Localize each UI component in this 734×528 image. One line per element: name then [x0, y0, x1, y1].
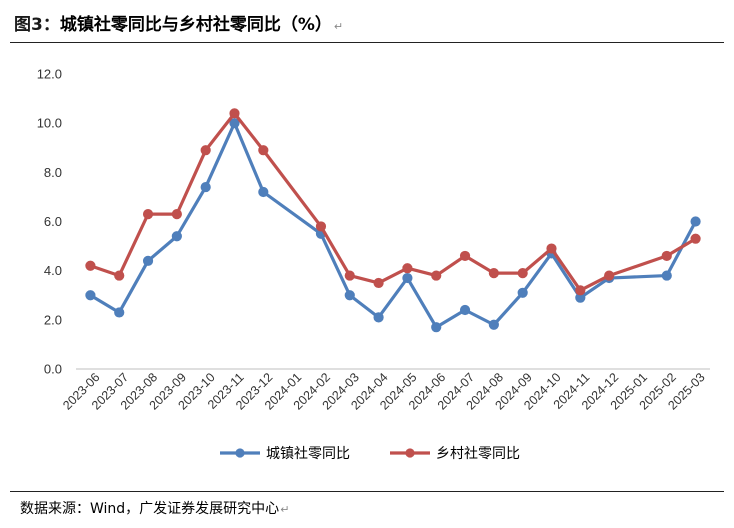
data-point-rural [459, 250, 471, 262]
y-tick-label: 12.0 [37, 67, 62, 82]
series-line-urban [88, 121, 698, 329]
data-point-rural [171, 209, 182, 220]
data-point-rural [690, 233, 701, 244]
data-point-rural [142, 209, 154, 220]
data-point-urban [431, 322, 442, 333]
data-point-urban [344, 290, 355, 301]
source-text: 数据来源：Wind，广发证券发展研究中心 [20, 501, 280, 517]
legend-label: 乡村社零同比 [436, 446, 520, 462]
data-point-urban [171, 231, 182, 242]
data-point-rural [546, 243, 557, 254]
y-tick-label: 4.0 [44, 263, 62, 278]
source-note: 数据来源：Wind，广发证券发展研究中心↵ [20, 498, 289, 518]
y-tick-label: 2.0 [44, 312, 62, 327]
data-point-urban [459, 304, 471, 316]
data-point-urban [661, 270, 672, 281]
data-point-rural [315, 221, 327, 232]
data-point-rural [575, 285, 586, 296]
figure-title: 图3：城镇社零同比与乡村社零同比（%） ↵ [14, 10, 343, 35]
data-point-rural [200, 145, 211, 156]
data-point-rural [114, 270, 125, 281]
data-point-urban [258, 186, 269, 198]
data-point-urban [229, 118, 240, 129]
data-point-rural [431, 270, 442, 281]
data-point-urban [488, 319, 499, 330]
legend-label: 城镇社零同比 [266, 446, 350, 462]
data-point-urban [402, 272, 413, 284]
data-point-rural [373, 277, 384, 289]
data-point-rural [517, 268, 528, 279]
data-point-rural [488, 268, 499, 279]
top-rule [10, 42, 724, 43]
legend-marker-urban [235, 448, 245, 458]
data-point-rural [229, 108, 240, 119]
series-line-rural [88, 111, 698, 292]
data-point-urban [690, 216, 701, 227]
data-point-rural [258, 145, 269, 156]
data-point-urban [373, 312, 384, 323]
legend-marker-rural [405, 448, 415, 458]
figure-title-text: 城镇社零同比与乡村社零同比（%） [59, 15, 332, 35]
data-point-rural [604, 270, 615, 281]
data-point-urban [85, 290, 96, 301]
y-tick-label: 8.0 [44, 165, 62, 180]
figure-label: 图3： [14, 15, 60, 35]
return-mark-icon: ↵ [280, 503, 290, 516]
data-point-rural [661, 250, 672, 262]
data-point-urban [142, 255, 154, 266]
bottom-rule [10, 491, 724, 492]
data-point-urban [517, 287, 528, 298]
y-tick-label: 0.0 [44, 362, 62, 377]
y-tick-label: 10.0 [37, 116, 62, 131]
data-point-rural [85, 260, 96, 271]
data-point-rural [402, 263, 413, 274]
data-point-rural [344, 270, 355, 281]
data-point-urban [114, 307, 125, 318]
data-point-urban [200, 181, 211, 193]
return-mark-icon: ↵ [333, 20, 344, 33]
y-tick-label: 6.0 [44, 214, 62, 229]
line-chart: 0.02.04.06.08.010.012.02023-062023-07202… [37, 67, 710, 462]
